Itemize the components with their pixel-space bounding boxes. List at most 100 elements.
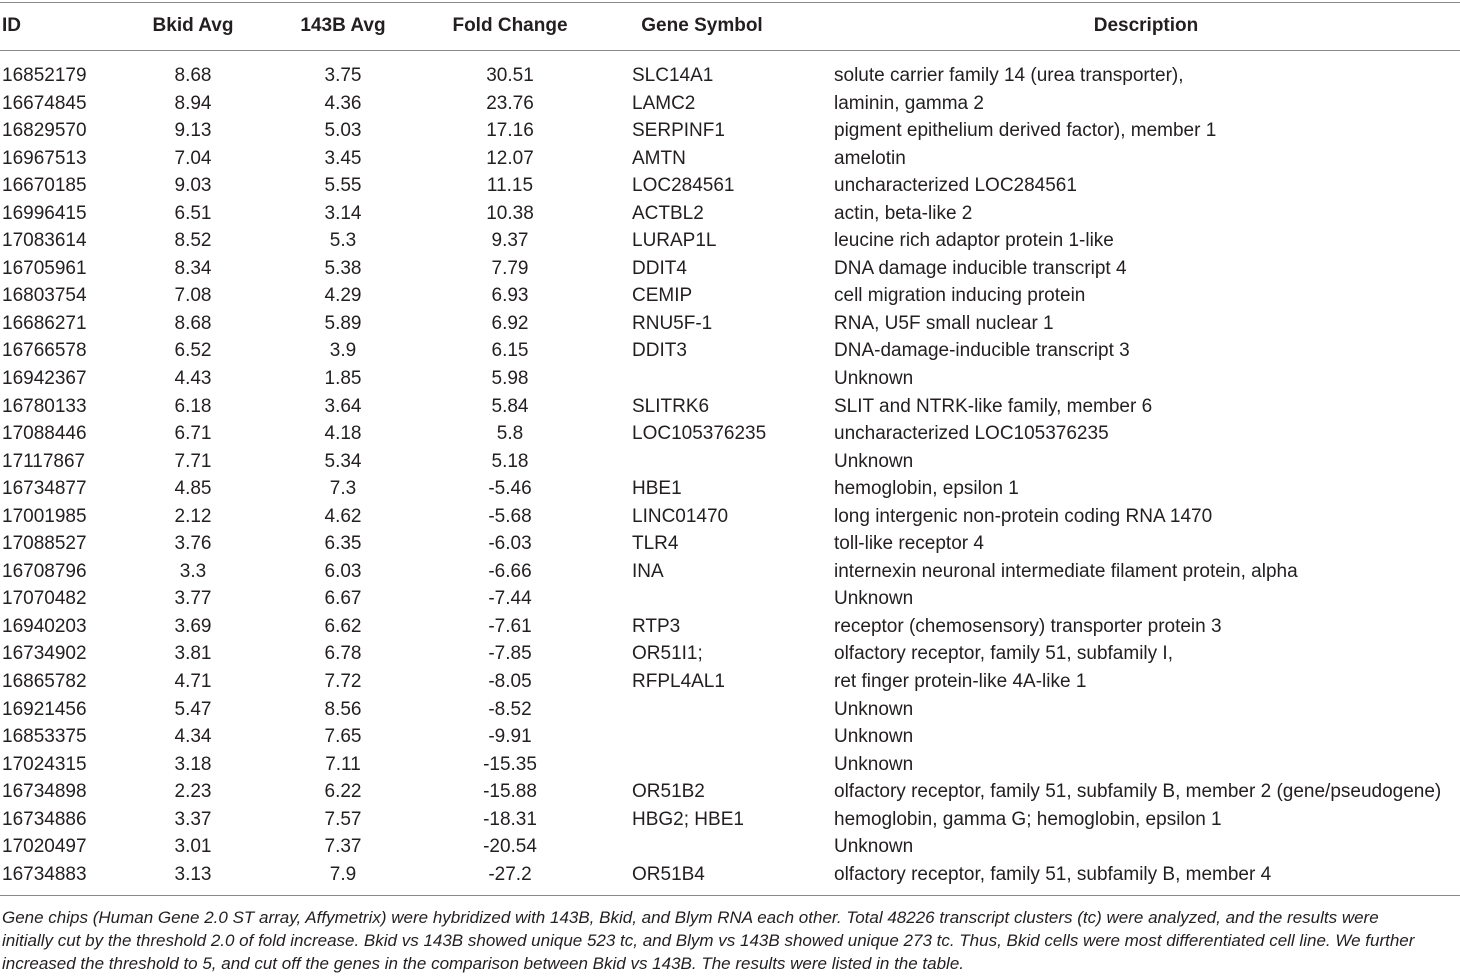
cell-gene-symbol: HBE1 [632,478,682,500]
cell-gene-symbol: DDIT3 [632,340,687,362]
cell-id: 16852179 [2,65,87,86]
cell-description: cell migration inducing protein [834,285,1086,307]
cell-fold-change: -15.35 [483,753,537,775]
cell-143b-avg: 5.55 [324,175,362,197]
cell-fold-change: -8.52 [488,698,532,720]
header-fold-change: Fold Change [452,15,568,36]
cell-description: ret finger protein-like 4A-like 1 [834,671,1087,693]
cell-id: 16940203 [2,615,87,637]
cell-id: 17088527 [2,533,87,555]
cell-fold-change: -8.05 [488,671,532,693]
cell-bkid-avg: 3.37 [174,808,212,830]
cell-bkid-avg: 2.12 [174,505,212,527]
table-row: 17088527 3.76 6.35 -6.03 TLR4 toll-like recep… [0,530,1460,558]
table-row: 17001985 2.12 4.62 -5.68 LINC01470 long inter… [0,503,1460,531]
cell-gene-symbol: CEMIP [632,285,693,307]
cell-gene-symbol: HBG2; HBE1 [632,808,744,830]
cell-bkid-avg: 7.04 [174,147,212,169]
cell-bkid-avg: 4.43 [174,368,212,390]
cell-bkid-avg: 6.71 [174,423,212,445]
cell-143b-avg: 4.36 [324,92,362,114]
cell-description: Unknown [834,698,914,720]
cell-fold-change: -7.85 [488,643,532,665]
header-143b-avg: 143B Avg [300,15,386,36]
cell-fold-change: 5.18 [491,450,529,472]
cell-gene-symbol: LAMC2 [632,92,696,114]
cell-143b-avg: 3.14 [324,202,362,224]
cell-id: 16829570 [2,120,87,142]
cell-fold-change: 5.98 [491,368,529,390]
cell-id: 17117867 [2,450,86,472]
cell-gene-symbol: OR51B2 [632,781,705,803]
cell-id: 16708796 [2,560,87,582]
cell-id: 16734898 [2,781,87,803]
cell-description: actin, beta-like 2 [834,202,973,224]
cell-gene-symbol: DDIT4 [632,257,687,279]
cell-143b-avg: 4.18 [324,423,362,445]
cell-fold-change: 6.15 [491,340,529,362]
cell-gene-symbol: LURAP1L [632,230,717,252]
table-row: 16670185 9.03 5.55 11.15 LOC284561 uncharacte… [0,172,1460,200]
cell-id: 16734877 [2,478,87,500]
table-row: 17083614 8.52 5.3 9.37 LURAP1L leucine rich a… [0,227,1460,255]
table-footnote: Gene chips (Human Gene 2.0 ST array, Aff… [2,906,1460,975]
cell-id: 16853375 [2,726,87,748]
cell-description: Unknown [834,836,914,858]
footnote-line: Gene chips (Human Gene 2.0 ST array, Aff… [2,908,1379,927]
cell-143b-avg: 7.57 [324,808,362,830]
table-row: 16829570 9.13 5.03 17.16 SERPINF1 pigment epi… [0,117,1460,145]
cell-fold-change: -5.46 [488,478,532,500]
cell-description: DNA damage inducible transcript 4 [834,257,1127,279]
cell-fold-change: 17.16 [486,120,534,142]
header-id: ID [2,15,21,36]
cell-143b-avg: 7.37 [324,836,362,858]
cell-description: olfactory receptor, family 51, subfamily… [834,863,1272,885]
cell-143b-avg: 6.35 [324,533,362,555]
cell-description: laminin, gamma 2 [834,92,984,114]
cell-bkid-avg: 5.47 [174,698,212,720]
cell-gene-symbol: AMTN [632,147,686,169]
cell-143b-avg: 3.64 [324,395,362,417]
cell-143b-avg: 7.3 [329,478,357,500]
cell-fold-change: -20.54 [483,836,537,858]
footnote-line: increased the threshold to 5, and cut of… [2,954,965,973]
cell-gene-symbol: RNU5F-1 [632,312,713,334]
table-row: 16674845 8.94 4.36 23.76 LAMC2 laminin, gamma… [0,90,1460,118]
cell-description: Unknown [834,450,914,472]
cell-description: hemoglobin, epsilon 1 [834,478,1019,500]
cell-description: Unknown [834,726,914,748]
cell-fold-change: -15.88 [483,781,537,803]
cell-143b-avg: 6.62 [324,615,362,637]
cell-id: 17020497 [2,836,87,858]
table-row: 16734883 3.13 7.9 -27.2 OR51B4 olfactory rece… [0,861,1460,889]
cell-id: 16766578 [2,340,87,362]
table-row: 17088446 6.71 4.18 5.8 LOC105376235 uncharact… [0,420,1460,448]
cell-gene-symbol: OR51B4 [632,863,705,885]
cell-bkid-avg: 7.71 [174,450,212,472]
table-row: 16865782 4.71 7.72 -8.05 RFPL4AL1 ret finger … [0,668,1460,696]
cell-description: toll-like receptor 4 [834,533,984,555]
cell-143b-avg: 6.03 [324,560,362,582]
table-row: 16734898 2.23 6.22 -15.88 OR51B2 olfactory re… [0,778,1460,806]
cell-description: olfactory receptor, family 51, subfamily… [834,643,1173,665]
cell-id: 16996415 [2,202,87,224]
cell-143b-avg: 5.38 [324,257,362,279]
cell-143b-avg: 3.45 [324,147,362,169]
header-gene-symbol: Gene Symbol [641,15,763,36]
footnote-line: initially cut by the threshold 2.0 of fo… [2,931,1415,950]
table-row: 16780133 6.18 3.64 5.84 SLITRK6 SLIT and NTRK… [0,393,1460,421]
table-row: 16996415 6.51 3.14 10.38 ACTBL2 actin, beta-l… [0,200,1460,228]
table-row: 17070482 3.77 6.67 -7.44 Unknown [0,585,1460,613]
cell-description: uncharacterized LOC284561 [834,175,1077,197]
cell-id: 16921456 [2,698,87,720]
cell-fold-change: 6.93 [491,285,529,307]
cell-bkid-avg: 3.76 [174,533,212,555]
cell-id: 16686271 [2,312,87,334]
cell-143b-avg: 3.9 [329,340,357,362]
table-row: 16734902 3.81 6.78 -7.85 OR51I1; olfactory re… [0,640,1460,668]
cell-bkid-avg: 4.85 [174,478,212,500]
cell-143b-avg: 3.75 [324,65,362,86]
cell-id: 16734902 [2,643,87,665]
cell-description: DNA-damage-inducible transcript 3 [834,340,1130,362]
cell-143b-avg: 5.89 [324,312,362,334]
